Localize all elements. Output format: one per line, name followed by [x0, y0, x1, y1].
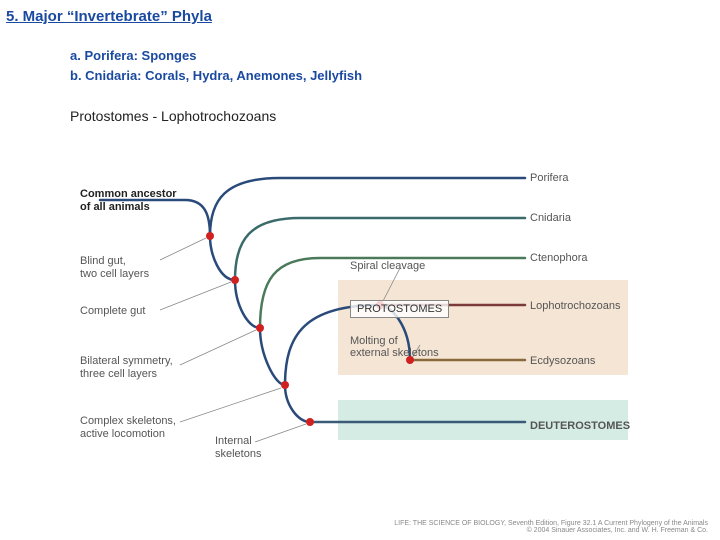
trait-label: Complex skeletons, active locomotion: [80, 415, 176, 441]
trait-label: Internal skeletons: [215, 435, 261, 461]
trait-label: Bilateral symmetry, three cell layers: [80, 355, 173, 381]
trait-label: Complete gut: [80, 305, 145, 318]
clade-label: Cnidaria: [530, 212, 571, 224]
root-label-text: Common ancestor of all animals: [80, 188, 177, 213]
subheading-a: a. Porifera: Sponges: [70, 48, 196, 63]
section-title: 5. Major “Invertebrate” Phyla: [6, 8, 212, 25]
clade-label: Ecdysozoans: [530, 355, 595, 367]
root-label: Common ancestor of all animals: [80, 188, 177, 214]
subheading-protostomes: Protostomes - Lophotrochozoans: [70, 108, 276, 124]
credit-line2: © 2004 Sinauer Associates, Inc. and W. H…: [394, 527, 708, 534]
phylogeny-diagram: Common ancestor of all animals Blind gut…: [80, 160, 680, 520]
annotation-label: Spiral cleavage: [350, 260, 425, 272]
credit-line1: LIFE: THE SCIENCE OF BIOLOGY, Seventh Ed…: [394, 520, 708, 527]
protostomes-box: PROTOSTOMES: [350, 300, 449, 318]
subheading-b: b. Cnidaria: Corals, Hydra, Anemones, Je…: [70, 68, 362, 83]
trait-label: Blind gut, two cell layers: [80, 255, 149, 281]
clade-label: Ctenophora: [530, 252, 588, 264]
annotation-label: Molting of external skeletons: [350, 335, 439, 359]
figure-credit: LIFE: THE SCIENCE OF BIOLOGY, Seventh Ed…: [394, 520, 708, 534]
clade-label: Lophotrochozoans: [530, 300, 621, 312]
clade-label: DEUTEROSTOMES: [530, 420, 630, 432]
clade-label: Porifera: [530, 172, 569, 184]
